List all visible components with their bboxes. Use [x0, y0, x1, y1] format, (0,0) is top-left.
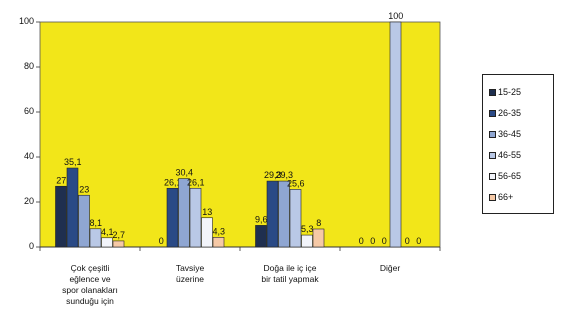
data-label: 0: [159, 236, 164, 246]
legend-item: 36-45: [489, 127, 521, 141]
data-label: 0: [359, 236, 364, 246]
data-label: 26,1: [164, 177, 182, 187]
bar: [312, 228, 325, 248]
y-tick-label: 80: [23, 61, 34, 71]
bar: [89, 228, 102, 248]
y-tick-label: 40: [23, 151, 34, 161]
data-label: 13: [202, 207, 212, 217]
bar: [255, 225, 267, 248]
legend-swatch: [489, 88, 496, 96]
data-label: 35,1: [64, 157, 82, 167]
legend-label: 56-65: [498, 171, 522, 181]
data-label: 0: [405, 236, 410, 246]
category-label: Diğer: [342, 263, 438, 274]
bar: [266, 180, 279, 248]
bar: [289, 189, 302, 248]
data-label: 25,6: [287, 178, 305, 188]
data-label: 2,7: [112, 230, 125, 240]
category-label-line: üzerine: [176, 274, 204, 284]
category-label: Çok çeşitli eğlence ve spor olanakları sund…: [42, 263, 138, 307]
bar: [278, 180, 290, 248]
legend-swatch: [489, 130, 496, 138]
category-label-line: spor olanakları: [62, 285, 118, 295]
bar: [55, 185, 67, 248]
data-label: 0: [370, 236, 375, 246]
legend-label: 36-45: [498, 129, 522, 139]
data-label: 29,3: [264, 170, 282, 180]
data-label: 26,1: [187, 177, 205, 187]
data-label: 100: [388, 11, 403, 21]
category-label-line: Doğa ile iç içe: [263, 263, 317, 273]
bar: [189, 187, 202, 248]
bar: [389, 21, 402, 248]
data-label: 27: [56, 175, 66, 185]
category-label-line: Diğer: [379, 263, 401, 273]
data-label: 4,1: [101, 227, 114, 237]
legend-item: 46-55: [489, 148, 521, 162]
legend-label: 26-35: [498, 108, 522, 118]
category-label-line: Tavsiye: [175, 263, 205, 273]
legend-swatch: [489, 109, 496, 117]
category-label: Tavsiye üzerine: [142, 263, 238, 285]
bar: [166, 187, 179, 248]
bar: [212, 237, 225, 248]
category-label: Doğa ile iç içe bir tatil yapmak: [242, 263, 338, 285]
bar: [301, 234, 313, 248]
data-label: 5,3: [301, 224, 314, 234]
data-label: 29,3: [275, 170, 293, 180]
data-label: 30,4: [175, 168, 193, 178]
bar: [66, 167, 79, 248]
data-label: 8: [316, 218, 321, 228]
bar: [178, 178, 190, 248]
legend-swatch: [489, 193, 496, 201]
data-label: 8,1: [89, 218, 102, 228]
category-label-line: sunduğu için: [66, 296, 114, 306]
bar: [78, 194, 90, 248]
y-tick-label: 20: [23, 196, 34, 206]
legend-swatch: [489, 151, 496, 159]
legend: 15-25 26-35 36-45 46-55 56-65 66+: [482, 74, 554, 214]
legend-item: 56-65: [489, 169, 521, 183]
data-label: 0: [416, 236, 421, 246]
data-label: 0: [382, 236, 387, 246]
category-label-line: bir tatil yapmak: [261, 274, 319, 284]
legend-swatch: [489, 172, 496, 180]
data-label: 9,6: [255, 214, 268, 224]
bar: [201, 217, 213, 248]
plot-area: [39, 21, 441, 248]
legend-item: 26-35: [489, 106, 521, 120]
data-label: 4,3: [212, 226, 225, 236]
legend-label: 46-55: [498, 150, 522, 160]
legend-label: 15-25: [498, 87, 522, 97]
y-tick-label: 60: [23, 106, 34, 116]
legend-item: 66+: [489, 190, 513, 204]
y-tick-label: 100: [18, 16, 34, 26]
y-tick-label: 0: [28, 241, 34, 251]
legend-label: 66+: [498, 192, 514, 202]
bar: [101, 237, 113, 248]
category-label-line: Çok çeşitli: [70, 263, 110, 273]
bar: [112, 240, 125, 248]
data-label: 23: [79, 184, 89, 194]
legend-item: 15-25: [489, 85, 521, 99]
category-label-line: eğlence ve: [69, 274, 111, 284]
